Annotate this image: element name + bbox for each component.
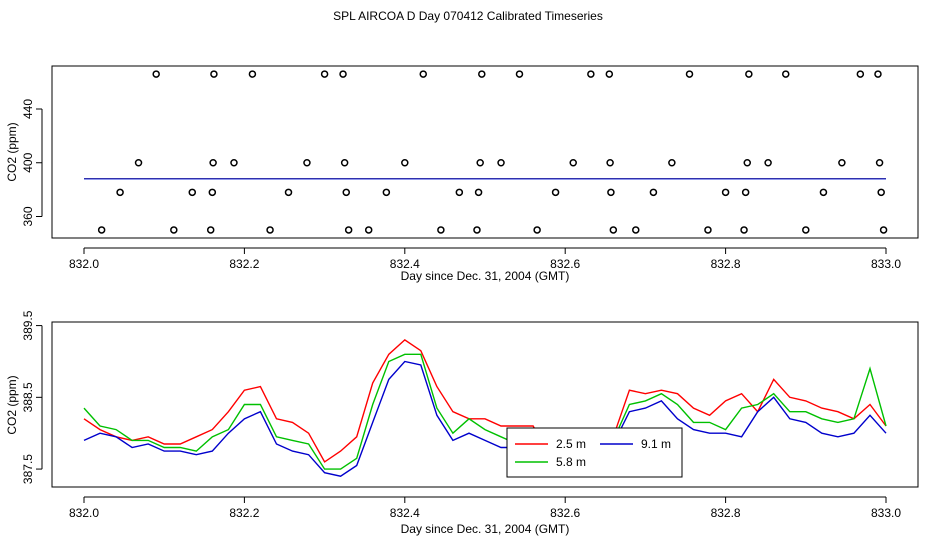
panel1-data-point (230, 159, 238, 167)
legend-box (506, 427, 683, 478)
panel2-x-tick-label: 832.2 (229, 506, 259, 520)
panel1-y-tick-label: 440 (21, 99, 35, 119)
panel1-y-axis: 360 400 440 (21, 99, 43, 227)
panel1-data-point (206, 226, 215, 234)
panel1-data-point (782, 70, 790, 78)
panel1-x-tick-label: 832.0 (69, 257, 99, 271)
panel1-data-point (607, 188, 615, 197)
panel1-data-point (116, 188, 124, 197)
panel2-y-tick-label: 388.5 (21, 382, 35, 412)
panel1-x-tick-label: 832.8 (711, 257, 741, 271)
panel1-data-point (740, 226, 748, 234)
panel1-data-point (248, 70, 257, 78)
panel1-data-point (745, 70, 753, 78)
panel1-data-point (320, 70, 329, 78)
panel1-data-point (419, 70, 427, 78)
panel2-x-tick-label: 833.0 (871, 506, 901, 520)
panel1-y-axis-label: CO2 (ppm) (5, 122, 19, 181)
panel1-plot-frame (51, 65, 919, 239)
panel2-plot-frame (51, 321, 919, 488)
panel1-data-point (382, 188, 391, 197)
panel1-data-point (266, 226, 274, 234)
panel1-data-point (284, 188, 293, 197)
panel2-x-tick-label: 832.0 (69, 506, 99, 520)
panel1-data-point (303, 159, 311, 167)
panel1-data-point (437, 226, 445, 234)
panel2-series-line-9-1-m (83, 360, 887, 477)
panel1-data-point (606, 159, 614, 167)
panel2-y-axis: 387.5 388.5 389.5 (21, 310, 43, 484)
panel1-data-point (741, 188, 750, 197)
panel1-data-point (474, 188, 483, 197)
panel1-data-point (838, 159, 846, 167)
legend-label-5-8m: 5.8 m (556, 455, 586, 469)
panel1-data-point (401, 159, 409, 167)
panel2-x-axis: 832.0 832.2 832.4 832.6 832.8 833.0 (69, 496, 901, 520)
panel1-data-point (97, 226, 106, 234)
panel1-data-point (551, 188, 560, 197)
panel1-data-point (632, 226, 640, 234)
panel1-y-tick-label: 400 (21, 152, 35, 172)
panel1-data-point (208, 188, 217, 197)
panel1-data-point (605, 70, 614, 78)
panel2-series-line-5-8-m (83, 353, 887, 470)
panel1-data-point (649, 188, 658, 197)
panel1-data-point (339, 70, 347, 78)
panel1-data-point (497, 159, 505, 167)
panel1-data-point (342, 188, 351, 197)
panel1-data-point (569, 159, 577, 167)
panel2-y-tick-label: 389.5 (21, 310, 35, 340)
panel1-data-point (188, 188, 197, 197)
panel2-y-axis-label: CO2 (ppm) (5, 375, 19, 434)
panel1-data-point (877, 188, 885, 197)
panel1-data-point (819, 188, 828, 197)
panel1-data-point (533, 226, 541, 234)
legend-label-2-5m: 2.5 m (556, 437, 586, 451)
panel1-data-point (802, 226, 810, 234)
panel1-data-point (340, 159, 349, 167)
panel1-x-axis-label: Day since Dec. 31, 2004 (GMT) (401, 269, 570, 283)
panel1-data-point (587, 70, 595, 78)
panel1-x-axis: 832.0 832.2 832.4 832.6 832.8 833.0 (69, 247, 901, 271)
panel1-data-point (152, 70, 160, 78)
panel1-x-tick-label: 832.2 (229, 257, 259, 271)
panel1-data-point (668, 159, 676, 167)
panel1-y-tick-label: 360 (21, 206, 35, 226)
legend-label-9-1m: 9.1 m (641, 437, 671, 451)
panel1-data-point (134, 159, 143, 167)
panel1-x-tick-label: 832.4 (390, 257, 420, 271)
panel2-x-tick-label: 832.8 (711, 506, 741, 520)
panel1-points (97, 70, 888, 234)
panel1-data-point (476, 159, 484, 167)
panel1-data-point (764, 159, 772, 167)
panel1-data-point (515, 70, 524, 78)
panel1-data-point (879, 226, 888, 234)
panel2-x-tick-label: 832.4 (390, 506, 420, 520)
panel1-data-point (478, 70, 486, 78)
page-title: SPL AIRCOA D Day 070412 Calibrated Times… (333, 9, 603, 23)
panel2-y-tick-label: 387.5 (21, 454, 35, 484)
panel1-data-point (609, 226, 618, 234)
panel1-data-point (743, 159, 752, 167)
panel1-data-point (473, 226, 481, 234)
panel1-data-point (874, 70, 882, 78)
panel2-series-lines (83, 339, 887, 477)
panel1-data-point (344, 226, 353, 234)
panel1-data-point (170, 226, 178, 234)
panel1-data-point (364, 226, 373, 234)
panel1-x-tick-label: 832.6 (550, 257, 580, 271)
panel1-data-point (721, 188, 730, 197)
panel1-data-point (856, 70, 865, 78)
panel1-data-point (875, 159, 884, 167)
panel1-data-point (685, 70, 694, 78)
panel2-x-axis-label: Day since Dec. 31, 2004 (GMT) (401, 522, 570, 536)
panel1-x-tick-label: 833.0 (871, 257, 901, 271)
panel1-data-point (210, 70, 218, 78)
legend: 2.5 m 5.8 m 9.1 m (506, 427, 683, 478)
panel1-data-point (209, 159, 217, 167)
panel1-data-point (455, 188, 464, 197)
panel2-x-tick-label: 832.6 (550, 506, 580, 520)
panel1-data-point (704, 226, 712, 234)
